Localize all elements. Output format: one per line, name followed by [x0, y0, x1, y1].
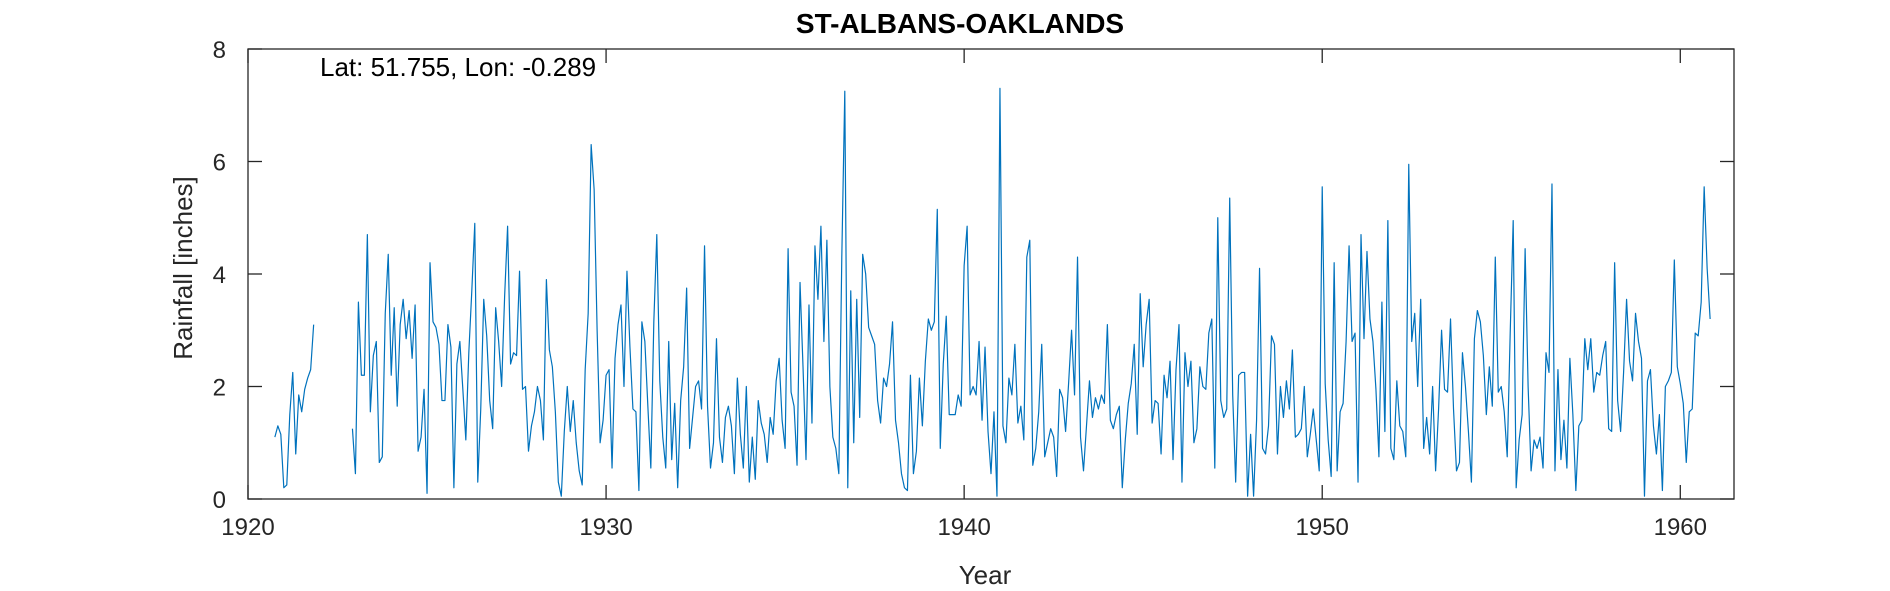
x-tick-label: 1950	[1296, 514, 1349, 541]
series-layer	[274, 87, 1711, 497]
x-tick-label: 1920	[221, 514, 274, 541]
rainfall-series-line	[274, 324, 315, 489]
x-tick-label: 1940	[937, 514, 990, 541]
axis-ticks	[247, 48, 1734, 500]
y-tick-label: 0	[213, 487, 226, 514]
x-axis-label: Year	[959, 560, 1012, 590]
y-axis-label: Rainfall [inches]	[168, 176, 198, 360]
y-tick-label: 8	[213, 37, 226, 64]
rainfall-series-line	[351, 87, 1711, 497]
y-tick-label: 6	[213, 150, 226, 177]
x-tick-label: 1960	[1654, 514, 1707, 541]
x-tick-label: 1930	[579, 514, 632, 541]
plot-frame	[247, 48, 1735, 500]
tick-labels: 1920 1930 1940 1950 1960 0 2 4 6 8	[213, 37, 1707, 541]
chart-title: ST-ALBANS-OAKLANDS	[796, 8, 1124, 39]
y-tick-label: 4	[213, 262, 226, 289]
y-tick-label: 2	[213, 375, 226, 402]
axes-box	[247, 48, 1735, 500]
location-annotation: Lat: 51.755, Lon: -0.289	[320, 52, 596, 82]
